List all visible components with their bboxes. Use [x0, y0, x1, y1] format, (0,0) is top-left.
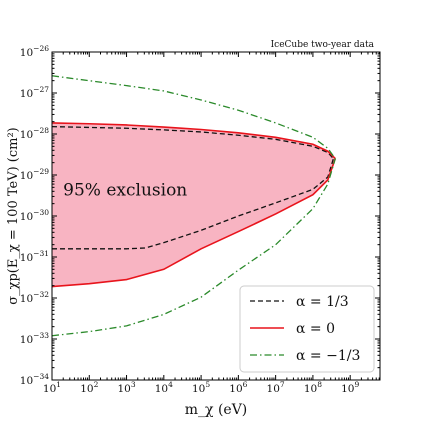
x-tick-label: 106: [229, 380, 247, 395]
y-tick-label: 10−31: [20, 249, 49, 264]
x-tick-label: 102: [80, 380, 98, 395]
y-tick-label: 10−27: [20, 85, 49, 100]
chart-title: IceCube two-year data: [271, 40, 375, 50]
x-tick-label: 104: [155, 380, 173, 395]
series-2-upper-line: [51, 75, 336, 159]
x-tick-label: 105: [192, 380, 210, 395]
plot-layer: 95% exclusion: [51, 75, 337, 337]
exclusion-annotation: 95% exclusion: [63, 181, 187, 201]
x-tick-label: 108: [304, 380, 322, 395]
exclusion-region: [52, 122, 336, 287]
series-1-upper-line: [51, 122, 336, 160]
axis-layer: 101 102 103 104 105 106 107 108 109 10−34 10−33 10−…: [6, 40, 381, 418]
y-tick-label: 10−26: [20, 44, 49, 59]
legend-box: [239, 285, 375, 373]
y-tick-label: 10−32: [20, 290, 49, 305]
x-tick-label: 103: [117, 380, 135, 395]
y-tick-label: 10−30: [20, 208, 49, 223]
x-tick-label: 107: [267, 380, 285, 395]
x-tick-label: 109: [341, 380, 359, 395]
series-1-lower-line: [51, 158, 337, 288]
y-axis-label: σ_χp(E_χ = 100 TeV) (cm²): [6, 127, 21, 305]
x-axis-label: m_χ (eV): [185, 402, 248, 418]
legend-label-2: α = −1/3: [296, 348, 360, 364]
legend-label-0: α = 1/3: [296, 294, 349, 310]
x-tick-label: 101: [43, 380, 61, 395]
y-tick-label: 10−28: [20, 126, 49, 141]
y-tick-label: 10−29: [20, 167, 49, 182]
y-tick-label: 10−33: [20, 331, 49, 346]
legend-label-1: α = 0: [296, 321, 335, 337]
series-2-lower-line: [51, 158, 336, 337]
y-tick-label: 10−34: [20, 372, 49, 387]
legend: α = 1/3 α = 0 α = −1/3: [239, 285, 375, 373]
